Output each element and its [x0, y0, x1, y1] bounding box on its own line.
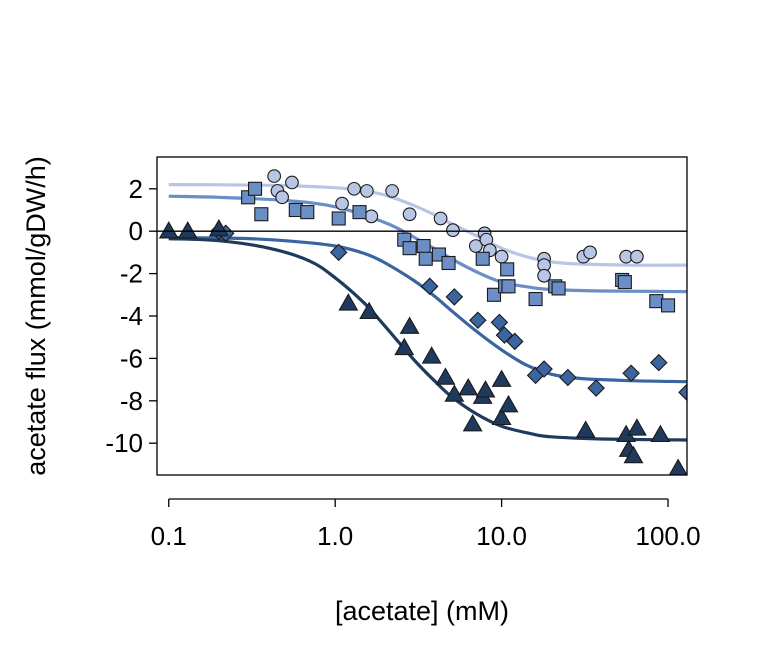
- point-square: [617, 275, 632, 290]
- point-square: [660, 298, 676, 313]
- y-tick-label: -6: [120, 343, 143, 373]
- point-triangle: [475, 380, 496, 398]
- point-triangle: [458, 377, 479, 396]
- point-circle: [494, 249, 509, 264]
- point-circle: [285, 175, 299, 190]
- point-circle: [630, 249, 644, 264]
- x-tick-label: 0.1: [151, 521, 187, 551]
- point-square: [501, 279, 516, 294]
- point-circle: [433, 211, 448, 226]
- point-square: [441, 255, 456, 271]
- point-diamond: [506, 332, 524, 351]
- y-axis-label: acetate flux (mmol/gDW/h): [21, 156, 51, 476]
- point-triangle: [399, 316, 420, 334]
- point-square: [402, 241, 417, 256]
- point-triangle: [435, 367, 456, 385]
- fit-curve-triangle: [168, 237, 687, 442]
- point-square: [500, 262, 515, 277]
- point-diamond: [622, 364, 640, 383]
- point-triangle: [491, 407, 512, 426]
- point-triangle: [498, 394, 519, 413]
- point-square: [331, 211, 346, 226]
- point-circle: [364, 209, 379, 224]
- point-triangle: [668, 458, 687, 475]
- y-tick-label: -8: [120, 386, 143, 416]
- point-triangle: [394, 337, 415, 356]
- point-diamond: [650, 353, 668, 372]
- point-circle: [537, 268, 551, 283]
- point-triangle: [208, 218, 229, 237]
- point-square: [352, 205, 367, 220]
- plot-border: [156, 156, 688, 476]
- point-square: [649, 294, 664, 309]
- point-square: [486, 287, 502, 302]
- point-diamond: [587, 379, 605, 397]
- point-triangle: [462, 414, 483, 432]
- data-points: [158, 169, 687, 475]
- point-diamond: [490, 313, 509, 332]
- axes: 0.1 1.0 10.0 100.0 2 0 -2 -4 -6 -8 -10: [105, 156, 701, 551]
- point-circle: [347, 181, 361, 196]
- point-triangle: [421, 346, 442, 364]
- point-square: [551, 281, 566, 296]
- point-diamond: [469, 311, 487, 330]
- point-diamond: [678, 383, 687, 402]
- x-tick-label: 10.0: [476, 521, 527, 551]
- point-triangle: [626, 418, 647, 436]
- point-triangle: [359, 301, 380, 320]
- y-tick-label: 0: [129, 216, 143, 246]
- fit-curves: [168, 183, 687, 442]
- point-diamond: [329, 243, 348, 262]
- point-triangle: [158, 221, 179, 239]
- point-triangle: [650, 424, 671, 443]
- point-circle: [360, 184, 374, 198]
- point-square: [247, 181, 263, 196]
- y-tick-label: 2: [129, 174, 143, 204]
- x-tick-label: 100.0: [635, 521, 700, 551]
- point-triangle: [575, 420, 596, 438]
- point-diamond: [559, 368, 577, 387]
- point-triangle: [444, 384, 465, 402]
- point-triangle: [338, 293, 359, 311]
- point-circle: [402, 207, 417, 222]
- x-tick-label: 1.0: [317, 521, 353, 551]
- point-circle: [335, 196, 349, 211]
- point-circle: [385, 184, 400, 198]
- x-axis-label: [acetate] (mM): [335, 596, 509, 626]
- point-circle: [267, 169, 282, 183]
- point-square: [300, 205, 315, 220]
- point-diamond: [535, 360, 553, 378]
- y-tick-label: -10: [105, 428, 143, 458]
- point-square: [528, 291, 543, 307]
- y-tick-label: -4: [120, 301, 143, 331]
- point-circle: [446, 223, 460, 237]
- y-tick-label: -2: [120, 259, 143, 289]
- point-diamond: [420, 277, 439, 296]
- point-square: [418, 251, 433, 266]
- point-square: [254, 207, 269, 222]
- point-diamond: [445, 288, 464, 306]
- point-triangle: [491, 369, 512, 387]
- point-triangle: [177, 221, 198, 239]
- point-circle: [275, 190, 289, 205]
- point-square: [475, 251, 490, 266]
- point-circle: [583, 245, 597, 260]
- point-triangle: [623, 445, 644, 464]
- point-square: [416, 238, 431, 254]
